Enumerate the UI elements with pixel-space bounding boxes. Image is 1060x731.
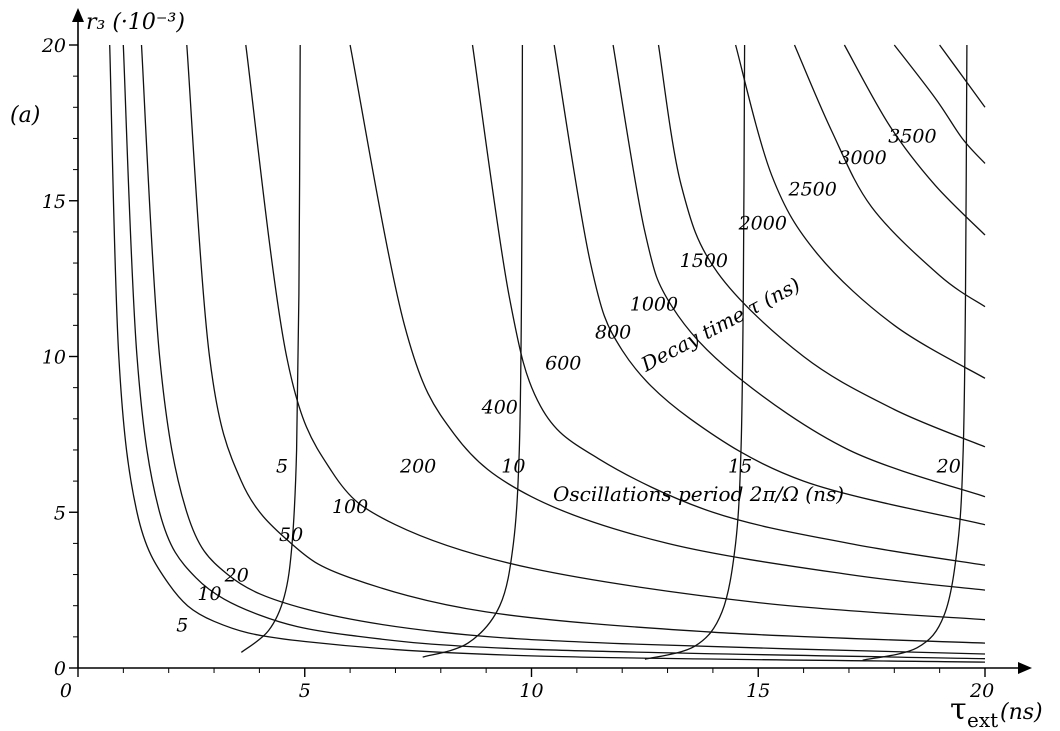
oscillation-contour-label: 5 (276, 456, 288, 478)
x-axis-subscript: ext (967, 708, 998, 731)
oscillation-period-annotation: Oscillations period 2π/Ω (ns) (553, 482, 844, 506)
decay-contour-label: 1000 (630, 294, 678, 316)
y-tick-label: 5 (54, 502, 66, 524)
decay-contour-5 (109, 44, 986, 663)
x-axis-arrow (1018, 662, 1032, 674)
decay-contour-label: 5 (176, 614, 188, 636)
decay-contour-label: 400 (481, 396, 518, 418)
decay-contour-1000 (657, 44, 986, 448)
x-axis-end-label: 20 (969, 680, 994, 702)
decay-contour-label: 100 (332, 496, 368, 518)
x-tick-label: 10 (519, 680, 543, 702)
decay-contour-200 (349, 44, 986, 591)
x-tick-label: 15 (746, 680, 770, 702)
decay-contour-800 (612, 44, 986, 498)
plot-area (109, 44, 986, 663)
decay-contour-label: 600 (545, 353, 581, 375)
y-tick-label: 15 (42, 191, 66, 213)
oscillation-contour-label: 10 (501, 456, 525, 478)
oscillation-contour-label: 15 (728, 456, 752, 478)
x-tick-label: 0 (60, 680, 72, 702)
decay-contour-label: 2000 (738, 213, 787, 235)
oscillation-contour-5 (240, 44, 301, 653)
decay-contour-label: 200 (399, 456, 436, 478)
decay-contour-20 (140, 44, 986, 655)
decay-contour-3000 (893, 44, 986, 164)
y-tick-label: 10 (42, 347, 66, 369)
decay-time-contours (109, 44, 986, 663)
decay-contour-400 (471, 44, 986, 566)
oscillation-contour-15 (644, 44, 746, 660)
decay-contour-3500 (939, 44, 986, 108)
panel-label: (a) (10, 103, 40, 128)
decay-contour-1500 (734, 44, 986, 379)
oscillation-contour-label: 20 (936, 456, 961, 478)
decay-contour-label: 50 (279, 524, 303, 546)
oscillation-period-contours (240, 44, 968, 661)
y-tick-label: 20 (41, 35, 66, 57)
decay-contour-10 (122, 44, 986, 660)
x-tick-label: 5 (299, 680, 311, 702)
y-axis-arrow (72, 8, 84, 22)
oscillation-contour-20 (862, 44, 968, 661)
axes: 0 5 10 15 0 5 10 15 20 (41, 8, 1032, 702)
decay-contour-label: 3500 (888, 125, 936, 147)
x-axis-unit: (ns) (1000, 700, 1043, 725)
y-ticks (69, 44, 78, 669)
x-axis-symbol: τ (950, 692, 967, 727)
decay-contour-2000 (793, 44, 986, 308)
decay-contour-100 (245, 44, 986, 621)
decay-contour-label: 1500 (680, 250, 728, 272)
decay-contour-label: 800 (595, 322, 631, 344)
decay-contour-label: 20 (224, 565, 249, 587)
decay-contour-2500 (843, 44, 986, 236)
x-ticks (77, 668, 986, 677)
decay-contour-50 (186, 44, 986, 644)
oscillation-contour-10 (422, 44, 524, 658)
decay-contour-label: 10 (197, 583, 221, 605)
y-tick-labels: 0 5 10 15 20 (41, 35, 66, 680)
decay-contour-label: 3000 (838, 147, 886, 169)
decay-contour-600 (553, 44, 986, 526)
y-tick-label: 0 (54, 658, 66, 680)
y-axis-title: r₃ (·10⁻³) (86, 10, 185, 35)
decay-contour-label: 2500 (787, 178, 836, 200)
contour-labels: 5102050100200400600800100015002000250030… (176, 125, 961, 636)
x-tick-labels: 0 5 10 15 (60, 680, 770, 702)
x-axis-title: τ ext (ns) 20 (950, 680, 1043, 731)
